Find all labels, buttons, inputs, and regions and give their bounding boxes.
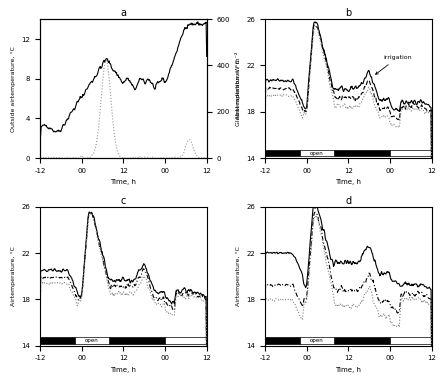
Y-axis label: Airtemperature, °C: Airtemperature, °C [236, 246, 241, 306]
Text: open: open [310, 151, 324, 156]
Text: Screen closed: Screen closed [343, 338, 381, 343]
Title: d: d [345, 196, 352, 206]
X-axis label: Time, h: Time, h [110, 367, 136, 373]
Text: Screen closed: Screen closed [118, 338, 156, 343]
Title: c: c [121, 196, 126, 206]
Text: Screen closed: Screen closed [343, 151, 381, 156]
Y-axis label: Outside airtemperature, °C: Outside airtemperature, °C [11, 46, 16, 132]
X-axis label: Time, h: Time, h [336, 367, 361, 373]
Y-axis label: Airtemperature, °C: Airtemperature, °C [11, 246, 16, 306]
Title: a: a [120, 8, 126, 18]
X-axis label: Time, h: Time, h [336, 179, 361, 185]
Text: open: open [85, 338, 99, 343]
Y-axis label: Airtemperature, °C: Airtemperature, °C [236, 59, 241, 119]
Title: b: b [345, 8, 352, 18]
Y-axis label: Global radiation, W m⁻²: Global radiation, W m⁻² [235, 51, 241, 126]
Text: irrigation: irrigation [376, 55, 412, 74]
X-axis label: Time, h: Time, h [110, 179, 136, 185]
Text: open: open [310, 338, 324, 343]
